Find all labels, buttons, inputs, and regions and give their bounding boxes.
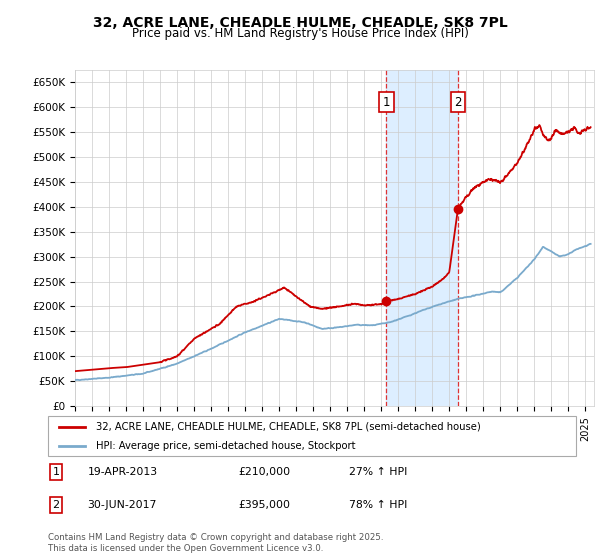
Bar [386, 70, 458, 406]
Text: Price paid vs. HM Land Registry's House Price Index (HPI): Price paid vs. HM Land Registry's House … [131, 27, 469, 40]
Text: Contains HM Land Registry data © Crown copyright and database right 2025.
This d: Contains HM Land Registry data © Crown c… [48, 533, 383, 553]
Text: 2: 2 [454, 96, 461, 109]
Text: HPI: Average price, semi-detached house, Stockport: HPI: Average price, semi-detached house,… [95, 441, 355, 450]
FancyBboxPatch shape [48, 416, 576, 456]
Text: 78% ↑ HPI: 78% ↑ HPI [349, 500, 407, 510]
Text: £395,000: £395,000 [238, 500, 290, 510]
Text: 1: 1 [383, 96, 390, 109]
Text: 2: 2 [52, 500, 59, 510]
Text: 1: 1 [52, 467, 59, 477]
Text: £210,000: £210,000 [238, 467, 290, 477]
Text: 32, ACRE LANE, CHEADLE HULME, CHEADLE, SK8 7PL: 32, ACRE LANE, CHEADLE HULME, CHEADLE, S… [92, 16, 508, 30]
Text: 19-APR-2013: 19-APR-2013 [88, 467, 158, 477]
Text: 30-JUN-2017: 30-JUN-2017 [88, 500, 157, 510]
Text: 27% ↑ HPI: 27% ↑ HPI [349, 467, 407, 477]
Text: 32, ACRE LANE, CHEADLE HULME, CHEADLE, SK8 7PL (semi-detached house): 32, ACRE LANE, CHEADLE HULME, CHEADLE, S… [95, 422, 480, 432]
